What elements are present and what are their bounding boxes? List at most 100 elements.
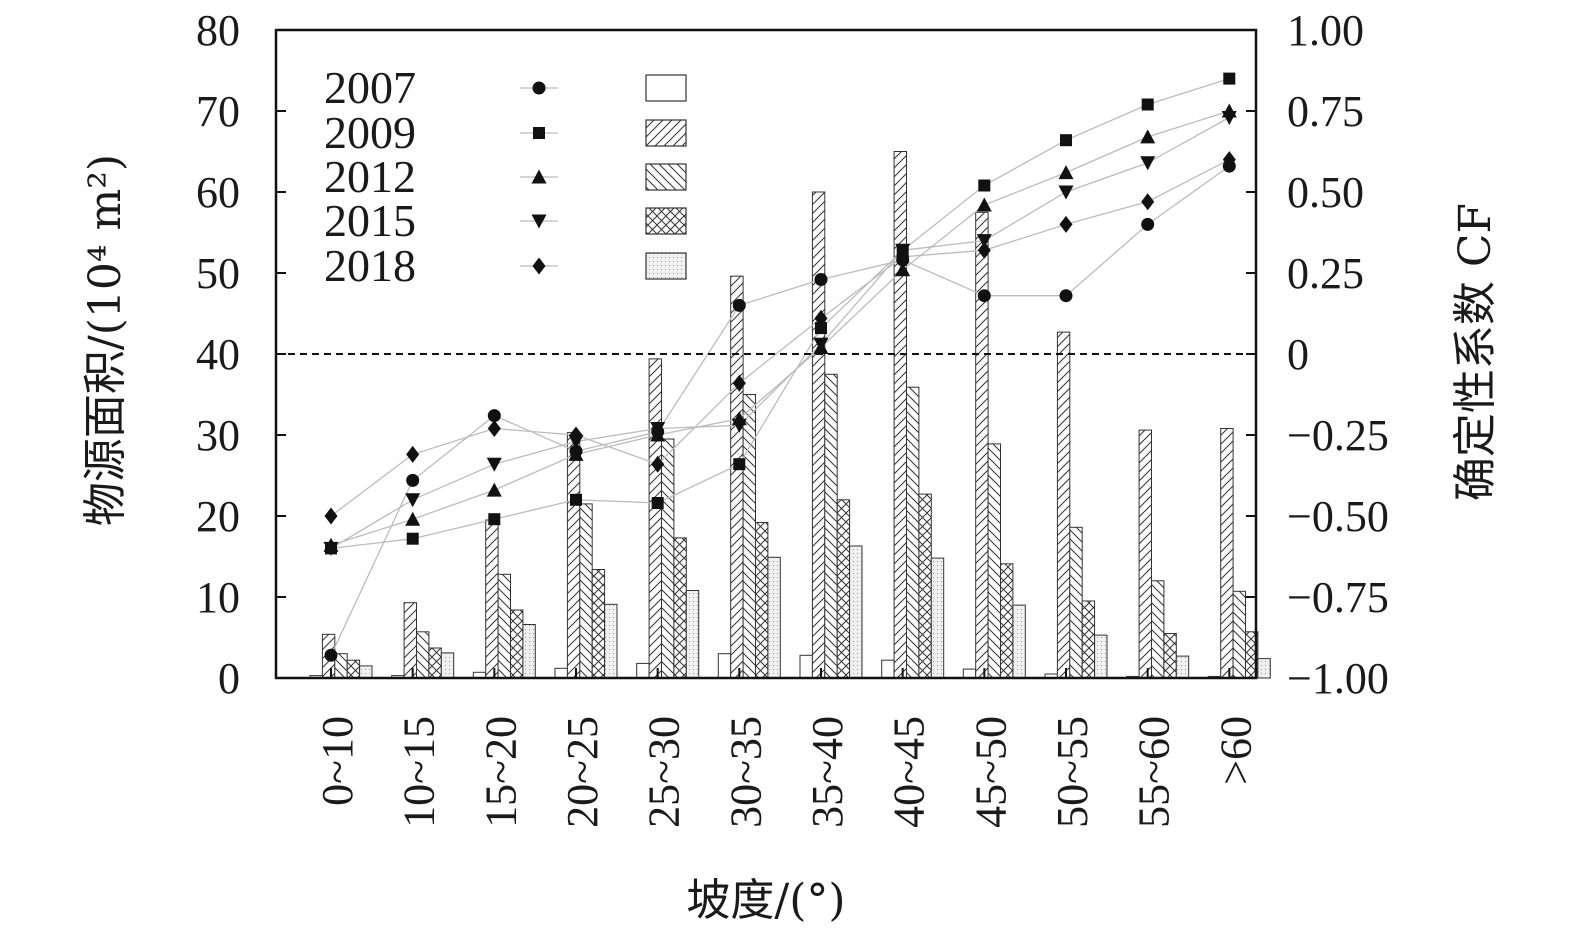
bar-2007-6 <box>799 654 813 679</box>
bar-2015-0 <box>346 659 361 679</box>
bar-2015-9 <box>1081 600 1096 679</box>
y-axis-right-title: 确定性系数 CF <box>1450 203 1501 501</box>
cf-line-2009 <box>330 77 1230 550</box>
cf-point-2012-1 <box>405 511 421 526</box>
right-tick-label-4: 0 <box>1287 330 1309 379</box>
bar-2018-5 <box>767 556 781 679</box>
cf-point-2012-3 <box>568 446 584 461</box>
cf-point-2015-6 <box>813 337 829 352</box>
legend-swatch-2015 <box>645 207 687 235</box>
cf-point-2007-9 <box>1059 289 1073 303</box>
bar-2012-8 <box>987 443 1001 679</box>
x-tick-label-11: >60 <box>1211 716 1260 785</box>
cf-point-2009-2 <box>488 513 501 526</box>
cf-point-2007-5 <box>732 298 746 312</box>
legend-label-2018: 2018 <box>324 240 416 291</box>
bar-2018-7 <box>930 557 945 679</box>
cf-point-2015-4 <box>650 422 666 436</box>
cf-point-2018-10 <box>1141 193 1155 211</box>
legend-swatch-2007 <box>645 74 687 102</box>
legend-marker-2007 <box>532 81 546 95</box>
right-axis: −1.00 −0.75 −0.50 −0.25 0 0.25 0.50 0.75 1.00 <box>1246 6 1389 703</box>
x-axis: 0~10 10~15 15~20 20~25 25~30 30~35 35~40 40~45 4… <box>313 668 1260 828</box>
cf-point-2015-0 <box>323 541 339 556</box>
right-tick-label-1: −0.75 <box>1287 573 1389 622</box>
x-tick-label-2: 15~20 <box>476 716 525 828</box>
cf-point-2012-10 <box>1140 129 1156 144</box>
x-tick-label-5: 30~35 <box>721 716 770 828</box>
cf-point-2009-3 <box>570 493 582 506</box>
legend-label-2012: 2012 <box>324 151 416 202</box>
cf-point-2018-1 <box>406 445 420 463</box>
bar-2012-10 <box>1151 580 1165 679</box>
bar-2012-9 <box>1069 526 1083 679</box>
x-tick-label-1: 10~15 <box>395 716 444 828</box>
bar-2015-2 <box>510 609 524 679</box>
bar-2007-5 <box>717 653 732 679</box>
cf-point-2015-10 <box>1140 156 1156 171</box>
right-tick-label-2: −0.50 <box>1287 492 1389 541</box>
right-tick-label-3: −0.25 <box>1287 411 1389 460</box>
legend-label-2015: 2015 <box>324 195 416 246</box>
left-tick-label-8: 80 <box>196 6 240 55</box>
cf-point-2018-11 <box>1222 151 1236 169</box>
bar-2009-6 <box>811 191 826 679</box>
cf-point-2009-1 <box>406 532 419 545</box>
cf-line-2007 <box>330 165 1230 656</box>
bar-2018-8 <box>1012 604 1026 679</box>
cf-line-2018 <box>330 159 1230 517</box>
bar-2007-7 <box>881 659 895 679</box>
bar-2018-1 <box>440 652 455 679</box>
bar-2012-6 <box>824 373 838 679</box>
cf-point-2012-7 <box>895 262 911 277</box>
cf-point-2007-10 <box>1141 217 1155 231</box>
bar-2012-7 <box>906 386 920 679</box>
cf-point-2007-6 <box>814 273 828 286</box>
cf-point-2009-10 <box>1141 98 1154 111</box>
bar-2015-7 <box>918 493 932 679</box>
bar-2015-10 <box>1163 633 1177 679</box>
bar-2009-10 <box>1138 429 1152 679</box>
right-tick-label-5: 0.25 <box>1287 249 1364 298</box>
left-tick-label-3: 30 <box>196 411 240 460</box>
x-tick-label-3: 20~25 <box>558 716 607 828</box>
y-axis-left-title: 物源面积/(10⁴ m²) <box>80 154 131 526</box>
cf-point-2007-2 <box>487 409 501 423</box>
bar-2015-3 <box>591 569 606 679</box>
bar-2012-3 <box>579 503 593 679</box>
cf-point-2015-11 <box>1221 111 1237 125</box>
bar-2009-7 <box>893 151 907 679</box>
cf-point-2015-2 <box>486 457 502 472</box>
cf-line-2015 <box>330 116 1230 549</box>
cf-point-2007-8 <box>977 289 991 303</box>
cf-point-2018-7 <box>896 248 910 266</box>
bar-2012-4 <box>661 438 675 679</box>
cf-point-2009-5 <box>733 458 746 471</box>
cf-point-2009-11 <box>1223 72 1236 85</box>
cf-point-2007-1 <box>406 473 420 487</box>
bar-2018-9 <box>1094 634 1108 679</box>
bar-2018-6 <box>849 545 863 679</box>
legend-marker-2009 <box>533 127 545 139</box>
legend-marker-2012 <box>531 169 547 184</box>
cf-point-2009-8 <box>978 179 991 192</box>
bar-layer <box>309 151 1271 679</box>
x-tick-label-8: 45~50 <box>966 716 1015 828</box>
bar-2009-4 <box>648 358 662 679</box>
bar-2015-1 <box>428 647 442 679</box>
x-tick-label-7: 40~45 <box>885 716 934 828</box>
bar-2007-4 <box>636 662 650 679</box>
bar-2018-3 <box>604 603 618 679</box>
bar-2009-2 <box>485 519 499 679</box>
bar-2007-8 <box>962 668 977 679</box>
bar-2018-11 <box>1257 658 1271 679</box>
cf-point-2007-0 <box>324 648 338 662</box>
cf-point-2012-2 <box>486 482 502 497</box>
legend-swatch-2018 <box>645 252 687 280</box>
cf-point-2015-5 <box>731 418 747 433</box>
bar-2009-9 <box>1056 331 1071 679</box>
bar-2012-11 <box>1232 590 1246 679</box>
x-axis-title: 坡度/(°) <box>686 875 845 926</box>
cf-marker-layer <box>323 72 1237 662</box>
